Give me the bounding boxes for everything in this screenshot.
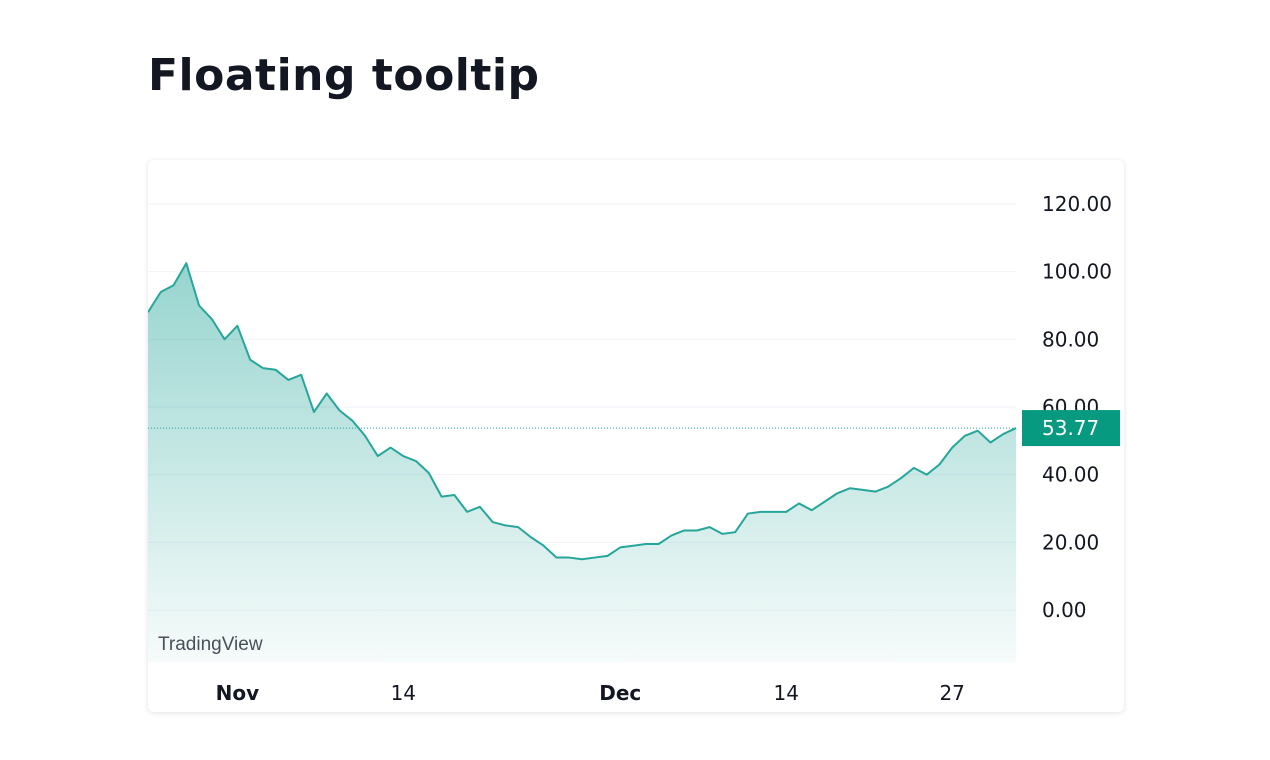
last-price-layer: 53.77 [1022,410,1120,447]
series-area-layer [148,261,1017,662]
data-point-1[interactable] [158,289,163,294]
data-point-55[interactable] [848,486,853,491]
data-point-2[interactable] [171,283,176,288]
data-point-23[interactable] [439,494,444,499]
data-point-15[interactable] [337,408,342,413]
data-point-45[interactable] [720,531,725,536]
data-point-27[interactable] [490,520,495,525]
data-point-11[interactable] [286,377,291,382]
data-point-65[interactable] [975,428,980,433]
area-chart[interactable]: TradingView 120.00100.0080.0060.0040.002… [148,160,1124,712]
page-title: Floating tooltip [148,50,540,101]
data-point-7[interactable] [235,323,240,328]
data-point-25[interactable] [465,509,470,514]
data-point-20[interactable] [401,454,406,459]
data-point-32[interactable] [554,555,559,560]
x-tick-label-3: 14 [774,681,799,705]
series-line[interactable] [148,262,1017,561]
x-tick-label-1: 14 [391,681,416,705]
data-point-28[interactable] [503,523,508,528]
data-point-39[interactable] [643,542,648,547]
data-point-9[interactable] [260,366,265,371]
chart-container[interactable]: TradingView 120.00 100.00 80.00 60.00 40.00 2… [148,160,1124,712]
tradingview-watermark: TradingView [158,634,263,655]
data-point-35[interactable] [592,555,597,560]
data-point-5[interactable] [209,317,214,322]
data-point-16[interactable] [350,418,355,423]
data-point-24[interactable] [452,492,457,497]
data-point-40[interactable] [656,542,661,547]
data-point-31[interactable] [541,543,546,548]
data-point-41[interactable] [669,533,674,538]
data-point-10[interactable] [273,367,278,372]
x-tick-label-4: 27 [939,681,964,705]
data-point-52[interactable] [809,508,814,513]
data-point-33[interactable] [567,555,572,560]
data-point-6[interactable] [222,337,227,342]
data-point-44[interactable] [707,525,712,530]
data-point-67[interactable] [1001,432,1006,437]
x-tick-label-0: Nov [216,681,260,705]
last-price-label: 53.77 [1042,416,1099,440]
data-point-62[interactable] [937,462,942,467]
data-point-17[interactable] [363,433,368,438]
data-point-14[interactable] [324,391,329,396]
data-point-64[interactable] [962,433,967,438]
data-point-8[interactable] [248,357,253,362]
data-point-37[interactable] [618,545,623,550]
data-point-60[interactable] [911,465,916,470]
y-tick-label-2: 80.00 [1042,327,1099,351]
series-area-fill [148,263,1016,662]
y-tick-label-6: 0.00 [1042,598,1087,622]
data-point-57[interactable] [873,489,878,494]
data-point-51[interactable] [797,501,802,506]
data-point-58[interactable] [886,484,891,489]
data-point-48[interactable] [758,509,763,514]
data-point-21[interactable] [414,459,419,464]
data-point-22[interactable] [426,470,431,475]
data-point-29[interactable] [516,525,521,530]
data-point-12[interactable] [299,372,304,377]
data-point-46[interactable] [733,530,738,535]
data-point-13[interactable] [311,410,316,415]
data-point-30[interactable] [528,535,533,540]
data-point-50[interactable] [784,509,789,514]
data-point-19[interactable] [388,445,393,450]
y-tick-label-1: 100.00 [1042,260,1112,284]
data-point-63[interactable] [950,445,955,450]
data-point-59[interactable] [899,476,904,481]
last-price-badge [1022,410,1120,447]
data-point-18[interactable] [375,454,380,459]
data-point-53[interactable] [822,499,827,504]
data-point-47[interactable] [745,511,750,516]
y-tick-label-4: 40.00 [1042,463,1099,487]
data-point-61[interactable] [924,472,929,477]
y-tick-label-0: 120.00 [1042,192,1112,216]
data-point-36[interactable] [605,553,610,558]
data-point-42[interactable] [682,528,687,533]
data-point-49[interactable] [771,509,776,514]
y-tick-label-5: 20.00 [1042,530,1099,554]
data-point-66[interactable] [988,440,993,445]
data-point-56[interactable] [860,487,865,492]
data-point-38[interactable] [631,543,636,548]
x-tick-label-2: Dec [599,681,641,705]
data-point-43[interactable] [694,528,699,533]
watermark-layer: TradingView [158,634,263,655]
data-point-26[interactable] [477,504,482,509]
data-point-34[interactable] [580,557,585,562]
data-point-54[interactable] [835,491,840,496]
data-point-4[interactable] [197,303,202,308]
data-point-3[interactable] [184,261,189,266]
x-axis[interactable]: Nov 14 Dec 14 27 [216,681,965,705]
